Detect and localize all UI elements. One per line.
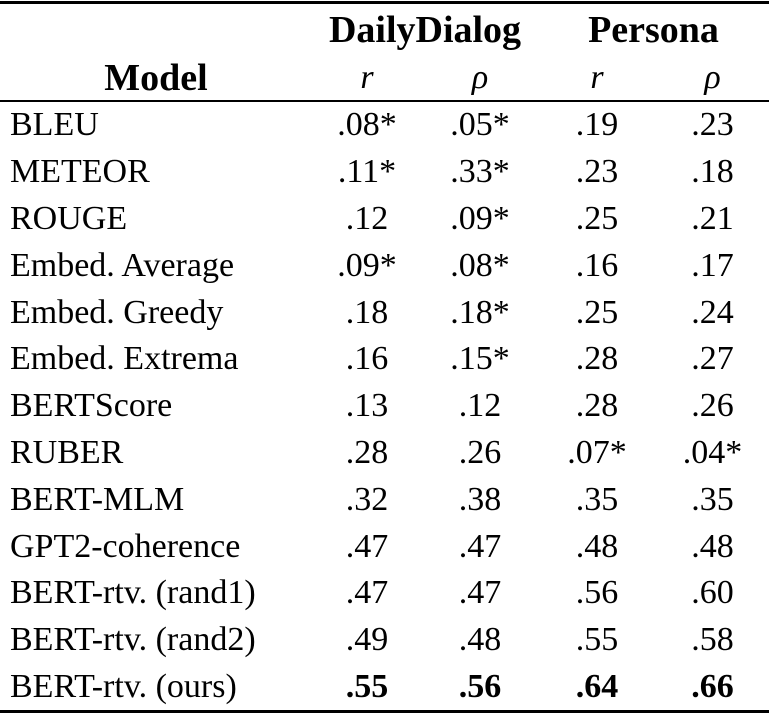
metric-value: .04* bbox=[682, 433, 743, 471]
model-name: BERTScore bbox=[10, 387, 173, 425]
table-row-bleu: BLEU .08* .05* .19 .23 bbox=[0, 101, 769, 149]
table-row-embed-average: Embed. Average .09* .08* .16 .17 bbox=[0, 242, 769, 289]
model-name: GPT2-coherence bbox=[10, 527, 241, 565]
metric-value: .24 bbox=[691, 293, 734, 331]
metric-value: .47 bbox=[458, 527, 502, 565]
metric-value: .15* bbox=[450, 340, 510, 378]
metric-value: .08* bbox=[337, 106, 397, 144]
metric-value-best: .66 bbox=[691, 667, 734, 705]
metric-value: .48 bbox=[691, 527, 734, 565]
metric-value: .23 bbox=[575, 153, 619, 191]
model-name: BERT-MLM bbox=[10, 480, 185, 518]
table-row-ruber: RUBER .28 .26 .07* .04* bbox=[0, 430, 769, 477]
table-row-bert-rtv-rand2: BERT-rtv. (rand2) .49 .48 .55 .58 bbox=[0, 617, 769, 664]
metric-value: .08* bbox=[450, 246, 510, 284]
metric-value: .11* bbox=[337, 153, 397, 191]
metric-value: .26 bbox=[458, 433, 502, 471]
metric-value: .47 bbox=[458, 574, 502, 612]
metric-value: .18 bbox=[345, 293, 389, 331]
table-row-bert-rtv-ours: BERT-rtv. (ours) .55 .56 .64 .66 bbox=[0, 664, 769, 712]
table-row-embed-greedy: Embed. Greedy .18 .18* .25 .24 bbox=[0, 289, 769, 336]
metric-value: .60 bbox=[691, 574, 734, 612]
metric-value: .12 bbox=[458, 387, 502, 425]
metric-value-best: .64 bbox=[575, 667, 619, 705]
metric-value: .28 bbox=[345, 433, 389, 471]
model-name: Embed. Extrema bbox=[10, 340, 239, 378]
metric-value: .26 bbox=[691, 387, 734, 425]
metric-value: .09* bbox=[450, 199, 510, 237]
metric-value-best: .56 bbox=[458, 667, 502, 705]
metric-value: .25 bbox=[575, 199, 619, 237]
model-name: BERT-rtv. (ours) bbox=[10, 667, 237, 705]
table-header: DailyDialog Persona Model r ρ r ρ bbox=[0, 3, 769, 102]
metric-value: .13 bbox=[345, 387, 389, 425]
metric-value: .16 bbox=[575, 246, 619, 284]
model-name: BERT-rtv. (rand2) bbox=[10, 621, 256, 659]
metric-value: .58 bbox=[691, 621, 734, 659]
metric-value: .28 bbox=[575, 387, 619, 425]
table-row-bert-rtv-rand1: BERT-rtv. (rand1) .47 .47 .56 .60 bbox=[0, 570, 769, 617]
dataset-group-header-row: DailyDialog Persona bbox=[0, 3, 769, 57]
metric-value: .25 bbox=[575, 293, 619, 331]
metric-value: .35 bbox=[575, 480, 619, 518]
table-row-embed-extrema: Embed. Extrema .16 .15* .28 .27 bbox=[0, 336, 769, 383]
metric-value: .55 bbox=[575, 621, 619, 659]
dataset-header-dailydialog: DailyDialog bbox=[328, 9, 522, 51]
metric-value: .07* bbox=[567, 433, 627, 471]
table-row-bertscore: BERTScore .13 .12 .28 .26 bbox=[0, 383, 769, 430]
metric-value-best: .55 bbox=[345, 667, 389, 705]
metric-value: .18 bbox=[691, 153, 734, 191]
empty-header-cell bbox=[0, 3, 312, 57]
metric-value: .09* bbox=[337, 246, 397, 284]
table-row-meteor: METEOR .11* .33* .23 .18 bbox=[0, 149, 769, 196]
model-column-header: Model bbox=[0, 56, 312, 102]
metric-value: .47 bbox=[345, 527, 389, 565]
model-name: ROUGE bbox=[10, 199, 128, 237]
model-name: Embed. Average bbox=[10, 246, 235, 284]
metric-value: .48 bbox=[575, 527, 619, 565]
metric-value: .18* bbox=[450, 293, 510, 331]
dataset-header-persona: Persona bbox=[588, 9, 719, 51]
pearson-r-header-persona: r bbox=[538, 56, 656, 102]
table-row-gpt2-coherence: GPT2-coherence .47 .47 .48 .48 bbox=[0, 523, 769, 570]
metric-value: .48 bbox=[458, 621, 502, 659]
metric-value: .35 bbox=[691, 480, 734, 518]
model-name: RUBER bbox=[10, 433, 124, 471]
metric-value: .17 bbox=[691, 246, 734, 284]
spearman-rho-header-dailydialog: ρ bbox=[422, 56, 538, 102]
metric-value: .49 bbox=[345, 621, 389, 659]
model-name: Embed. Greedy bbox=[10, 293, 224, 331]
model-name: METEOR bbox=[10, 153, 150, 191]
metric-value: .27 bbox=[691, 340, 734, 378]
spearman-rho-header-persona: ρ bbox=[656, 56, 769, 102]
table-body: BLEU .08* .05* .19 .23 METEOR .11* .33* … bbox=[0, 101, 769, 712]
model-name: BERT-rtv. (rand1) bbox=[10, 574, 256, 612]
column-header-row: Model r ρ r ρ bbox=[0, 56, 769, 102]
pearson-r-header-dailydialog: r bbox=[312, 56, 422, 102]
table-row-rouge: ROUGE .12 .09* .25 .21 bbox=[0, 196, 769, 243]
metric-value: .38 bbox=[458, 480, 502, 518]
metric-value: .47 bbox=[345, 574, 389, 612]
metric-value: .21 bbox=[691, 199, 734, 237]
metric-value: .33* bbox=[450, 153, 510, 191]
metric-value: .05* bbox=[450, 106, 510, 144]
metric-value: .16 bbox=[345, 340, 389, 378]
metric-value: .56 bbox=[575, 574, 619, 612]
metric-value: .28 bbox=[575, 340, 619, 378]
metric-value: .23 bbox=[691, 106, 734, 144]
table-row-bert-mlm: BERT-MLM .32 .38 .35 .35 bbox=[0, 476, 769, 523]
model-name: BLEU bbox=[10, 106, 99, 144]
metric-value: .32 bbox=[345, 480, 389, 518]
metric-value: .19 bbox=[575, 106, 619, 144]
metric-value: .12 bbox=[345, 199, 389, 237]
